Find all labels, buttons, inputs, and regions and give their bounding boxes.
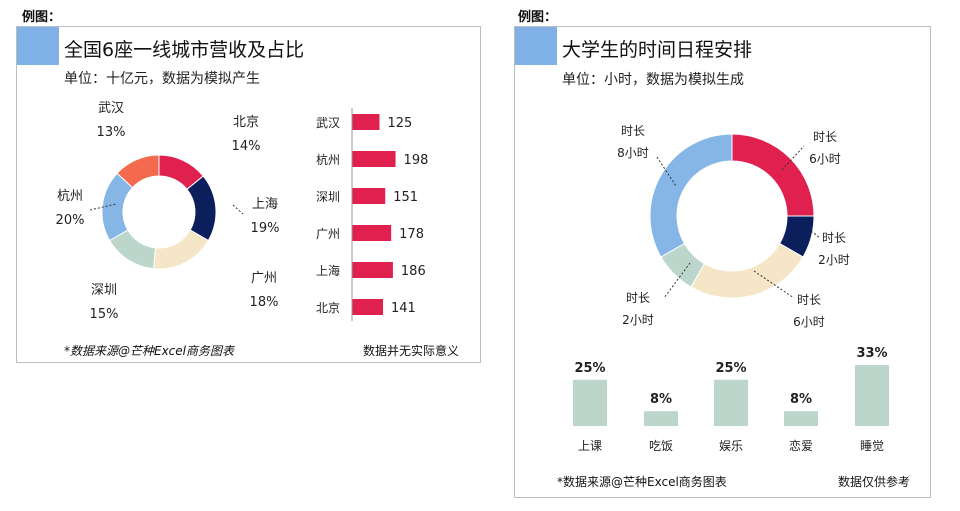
- slice-value: 6小时: [809, 152, 841, 166]
- bar: [352, 188, 386, 204]
- slice-value: 2小时: [622, 313, 654, 327]
- donut-slice: [731, 133, 815, 217]
- bar-value-label: 33%: [856, 346, 887, 361]
- slice-label: 广州: [251, 271, 277, 286]
- example-label-left: 例图：: [22, 10, 62, 25]
- bar-value-label: 25%: [574, 361, 605, 376]
- leader-line: [89, 203, 117, 211]
- slice-label: 时长: [621, 124, 645, 138]
- bar: [352, 225, 392, 241]
- bar-value-label: 8%: [790, 392, 812, 407]
- bar: [573, 379, 607, 426]
- left-chart-panel: 全国6座一线城市营收及占比 单位：十亿元，数据为模拟产生 *数据来源@芒种Exc…: [16, 26, 481, 363]
- slice-percent: 14%: [232, 139, 261, 154]
- bar: [784, 411, 818, 426]
- leader-line: [781, 145, 805, 171]
- bar-category-label: 深圳: [316, 190, 340, 204]
- right-charts-svg: 时长6小时时长2小时时长6小时时长2小时时长8小时25%上课8%吃饭25%娱乐8…: [573, 124, 889, 453]
- title-accent-block: [17, 27, 59, 65]
- bar-category-label: 娱乐: [719, 439, 743, 453]
- bar: [644, 411, 678, 426]
- bar-category-label: 杭州: [316, 152, 340, 167]
- bar-value-label: 178: [399, 227, 424, 242]
- disclaimer-note: 数据仅供参考: [838, 475, 911, 489]
- slice-value: 2小时: [818, 253, 850, 267]
- slice-label: 深圳: [91, 283, 117, 298]
- bar-value-label: 8%: [650, 392, 672, 407]
- slice-label: 时长: [813, 130, 837, 144]
- page-title: 大学生的时间日程安排: [562, 39, 753, 61]
- bar-category-label: 武汉: [316, 116, 340, 130]
- title-accent-block: [515, 27, 557, 65]
- bar-value-label: 198: [404, 153, 429, 168]
- leader-line: [663, 262, 691, 299]
- left-charts-svg: 北京 14% 上海 19% 广州 18% 深圳 15% 杭州 20% 武汉 13% 武汉 125 杭州 198…: [56, 101, 429, 322]
- bar: [352, 262, 393, 278]
- bar-value-label: 141: [391, 301, 416, 316]
- donut-slice: [116, 154, 160, 189]
- disclaimer-note: 数据并无实际意义: [363, 344, 460, 358]
- page-title: 全国6座一线城市营收及占比: [64, 39, 305, 61]
- donut-slice: [649, 133, 733, 258]
- slice-percent: 13%: [97, 125, 126, 140]
- chart-subtitle: 单位：小时，数据为模拟生成: [562, 72, 744, 88]
- bar-category-label: 吃饭: [649, 439, 673, 453]
- bar-category-label: 广州: [316, 227, 340, 241]
- leader-line: [810, 230, 821, 239]
- bar-category-label: 上课: [578, 439, 602, 453]
- slice-value: 6小时: [793, 315, 825, 329]
- bar-value-label: 25%: [715, 361, 746, 376]
- slice-label: 武汉: [98, 101, 124, 116]
- bar: [352, 114, 380, 130]
- bar-value-label: 125: [388, 116, 413, 131]
- leader-line: [753, 270, 795, 299]
- bar-value-label: 186: [401, 264, 426, 279]
- slice-label: 时长: [822, 231, 846, 245]
- slice-label: 杭州: [57, 189, 83, 204]
- slice-label: 上海: [252, 197, 278, 212]
- slice-percent: 19%: [251, 221, 280, 236]
- example-label-right: 例图：: [518, 10, 558, 25]
- source-note: *数据来源@芒种Excel商务图表: [64, 344, 234, 358]
- chart-subtitle: 单位：十亿元，数据为模拟产生: [64, 71, 260, 87]
- bar-category-label: 睡觉: [860, 439, 884, 453]
- leader-line: [656, 156, 677, 187]
- bar: [714, 379, 748, 426]
- slice-percent: 15%: [90, 307, 119, 322]
- slice-label: 北京: [233, 115, 259, 130]
- source-note: *数据来源@芒种Excel商务图表: [557, 475, 727, 489]
- bar-category-label: 北京: [316, 301, 340, 315]
- slice-value: 8小时: [617, 146, 649, 160]
- leader-line: [232, 204, 244, 215]
- bar-category-label: 恋爱: [789, 438, 813, 453]
- bar-category-label: 上海: [316, 263, 340, 278]
- bar: [352, 151, 396, 167]
- bar: [855, 365, 889, 426]
- slice-percent: 18%: [250, 295, 279, 310]
- bar: [352, 299, 384, 315]
- slice-label: 时长: [626, 291, 650, 305]
- slice-percent: 20%: [56, 213, 85, 228]
- donut-slice: [690, 242, 804, 299]
- slice-label: 时长: [797, 293, 821, 307]
- donut-slice: [153, 229, 210, 270]
- bar-value-label: 151: [393, 190, 418, 205]
